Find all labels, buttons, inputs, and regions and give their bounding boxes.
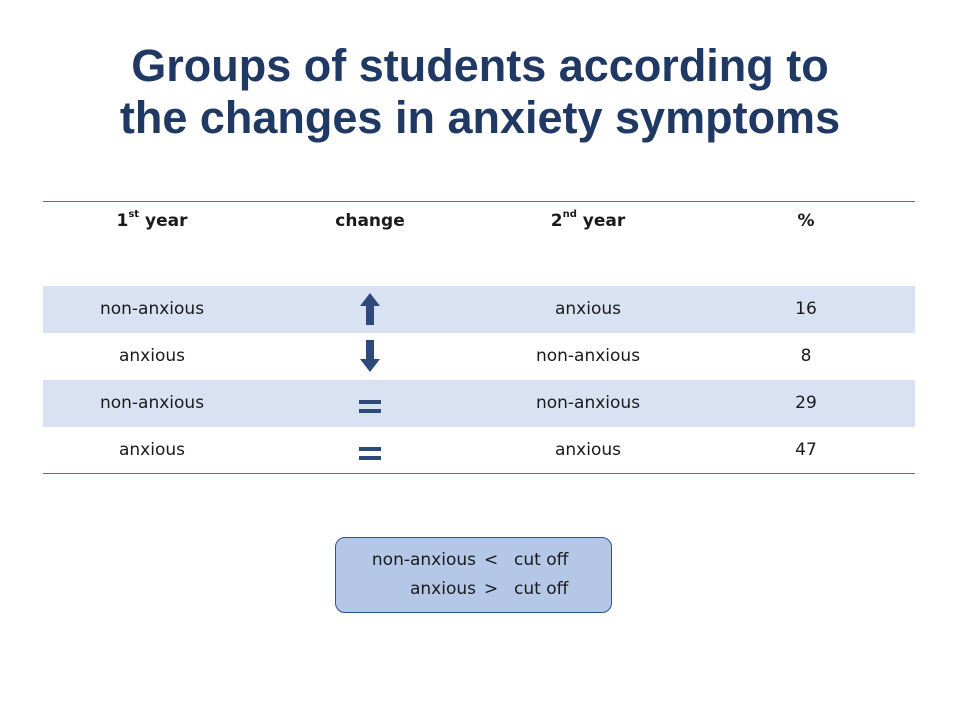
cell-change xyxy=(261,285,479,333)
cell-change xyxy=(261,333,479,380)
cell-first-year: anxious xyxy=(118,439,185,460)
cell-second-year: anxious xyxy=(479,285,697,333)
table-row: non-anxious anxious 16 xyxy=(43,285,915,333)
legend-value: cut off xyxy=(514,550,569,570)
equals-icon xyxy=(359,400,381,414)
header-change: change xyxy=(335,211,405,231)
legend-label: non-anxious xyxy=(371,550,476,570)
cell-first-year: non-anxious xyxy=(43,285,261,333)
cell-second-year: non-anxious xyxy=(535,346,641,366)
header-percent: % xyxy=(797,211,815,231)
cell-percent: 16 xyxy=(697,285,915,333)
legend-operator: > xyxy=(484,579,499,599)
cell-first-year: anxious xyxy=(118,346,185,366)
cell-first-year: non-anxious xyxy=(43,379,261,427)
equals-icon xyxy=(359,446,381,461)
cutoff-legend-box: non-anxious < cut off anxious > cut off xyxy=(335,537,612,613)
cell-percent: 47 xyxy=(795,439,817,460)
anxiety-groups-table: 1st year change 2nd year % non-anxious a… xyxy=(43,201,915,474)
cell-second-year: anxious xyxy=(554,439,621,460)
legend-line-anxious: anxious > cut off xyxy=(336,576,613,602)
header-second-year: 2nd year xyxy=(550,209,626,231)
slide-title: Groups of students according to the chan… xyxy=(0,40,960,144)
table-header-row: 1st year change 2nd year % xyxy=(43,202,915,286)
cell-percent: 8 xyxy=(800,346,812,366)
table-row: anxious non-anxious 8 xyxy=(43,333,915,380)
cell-change xyxy=(261,427,479,474)
legend-value: cut off xyxy=(514,579,569,599)
cell-percent: 29 xyxy=(697,379,915,427)
slide-title-line-2: the changes in anxiety symptoms xyxy=(119,92,841,143)
slide-title-line-1: Groups of students according to xyxy=(131,40,829,91)
legend-line-non-anxious: non-anxious < cut off xyxy=(336,547,613,573)
table-row: anxious anxious 47 xyxy=(43,427,915,474)
legend-operator: < xyxy=(484,550,499,570)
header-first-year: 1st year xyxy=(116,209,188,231)
legend-label: anxious xyxy=(409,579,476,599)
table-row: non-anxious non-anxious 29 xyxy=(43,379,915,427)
up-arrow-icon xyxy=(360,293,380,325)
cell-second-year: non-anxious xyxy=(479,379,697,427)
down-arrow-icon xyxy=(360,340,380,372)
cell-change xyxy=(261,379,479,427)
